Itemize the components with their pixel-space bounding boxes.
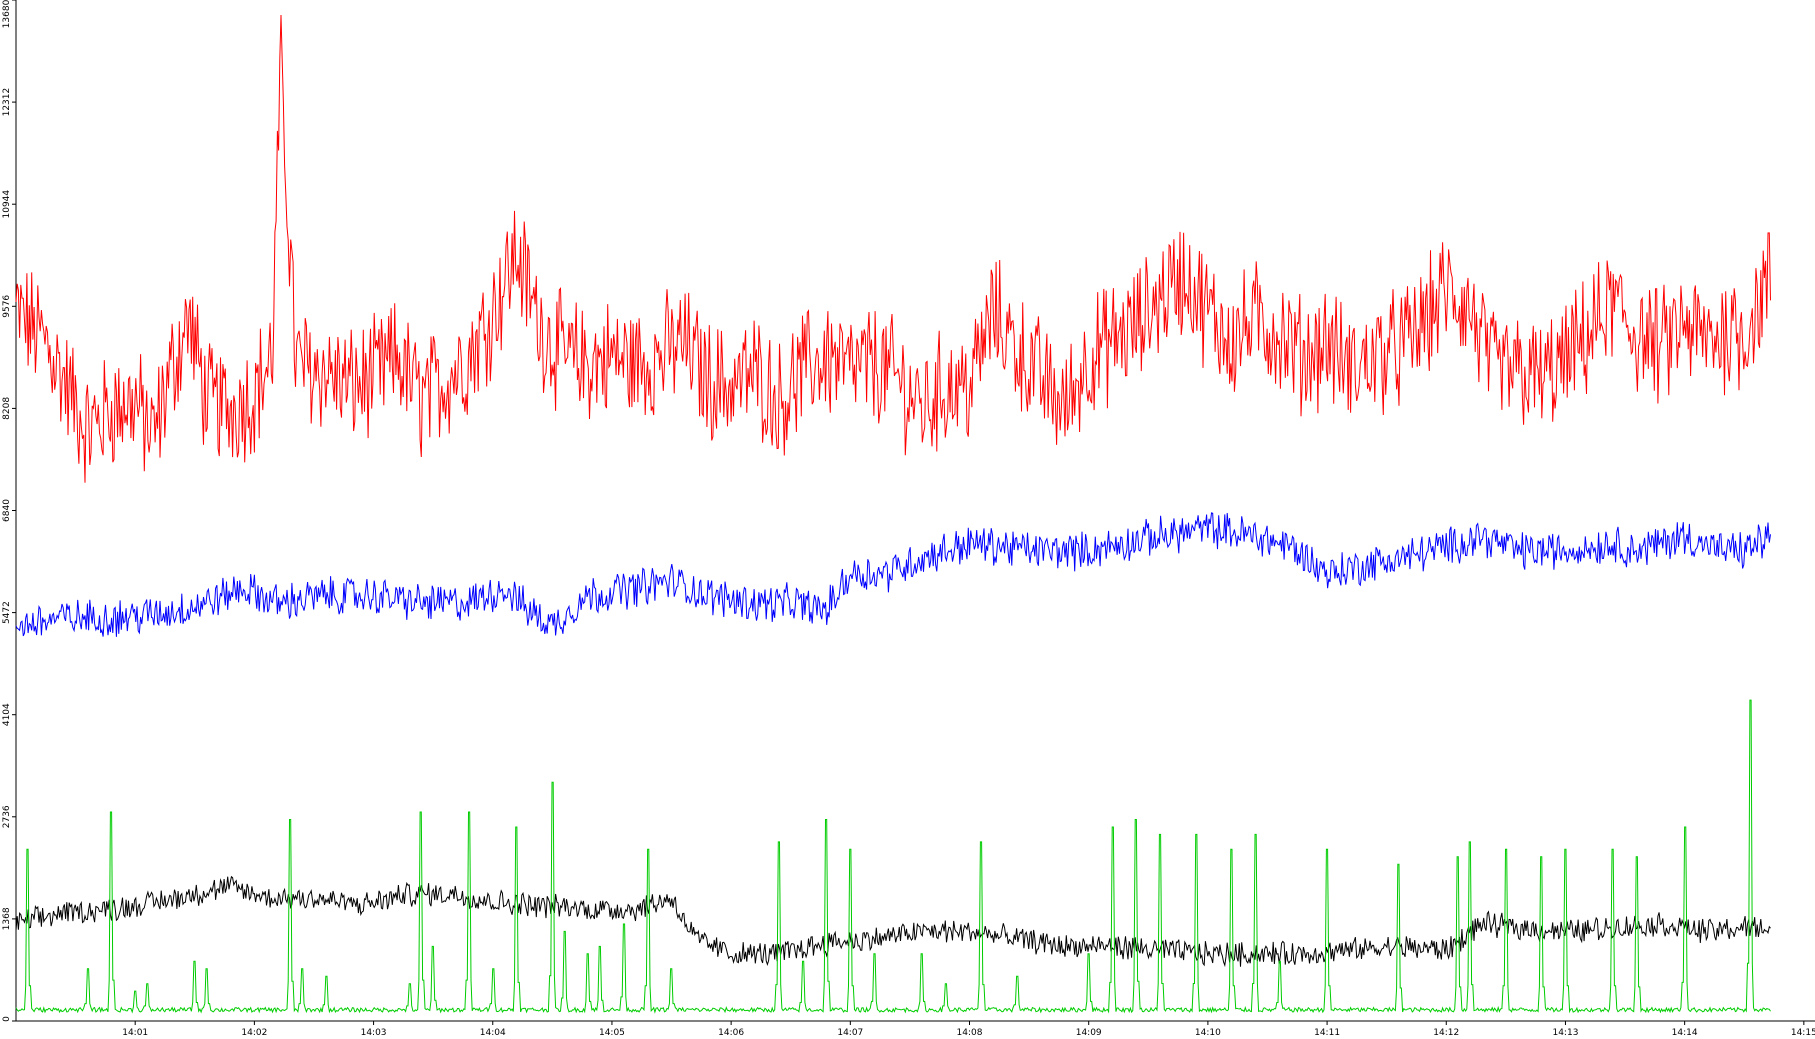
- x-tick-label: 14:04: [480, 1028, 506, 1038]
- x-tick-label: 14:11: [1314, 1028, 1340, 1038]
- x-tick-label: 14:09: [1076, 1028, 1102, 1038]
- y-tick-label: 10944: [2, 190, 12, 219]
- x-tick-label: 14:07: [837, 1028, 863, 1038]
- y-tick-label: 0: [2, 1016, 12, 1022]
- y-tick-label: 4104: [2, 703, 12, 726]
- y-tick-label: 12312: [2, 88, 12, 117]
- y-tick-label: 9576: [2, 295, 12, 318]
- x-tick-label: 14:02: [241, 1028, 267, 1038]
- y-tick-label: 6840: [2, 499, 12, 522]
- x-tick-label: 14:12: [1433, 1028, 1459, 1038]
- x-tick-label: 14:03: [361, 1028, 387, 1038]
- y-tick-label: 13680: [2, 0, 12, 28]
- x-tick-label: 14:13: [1552, 1028, 1578, 1038]
- x-tick-label: 14:14: [1672, 1028, 1698, 1038]
- x-tick-label: 14:05: [599, 1028, 625, 1038]
- x-tick-label: 14:15: [1791, 1028, 1815, 1038]
- x-tick-label: 14:01: [122, 1028, 148, 1038]
- y-tick-label: 8208: [2, 397, 12, 420]
- x-tick-label: 14:10: [1195, 1028, 1221, 1038]
- y-tick-label: 1368: [2, 907, 12, 930]
- x-tick-label: 14:06: [718, 1028, 744, 1038]
- y-tick-label: 2736: [2, 805, 12, 828]
- y-tick-label: 5472: [2, 601, 12, 624]
- x-tick-label: 14:08: [957, 1028, 983, 1038]
